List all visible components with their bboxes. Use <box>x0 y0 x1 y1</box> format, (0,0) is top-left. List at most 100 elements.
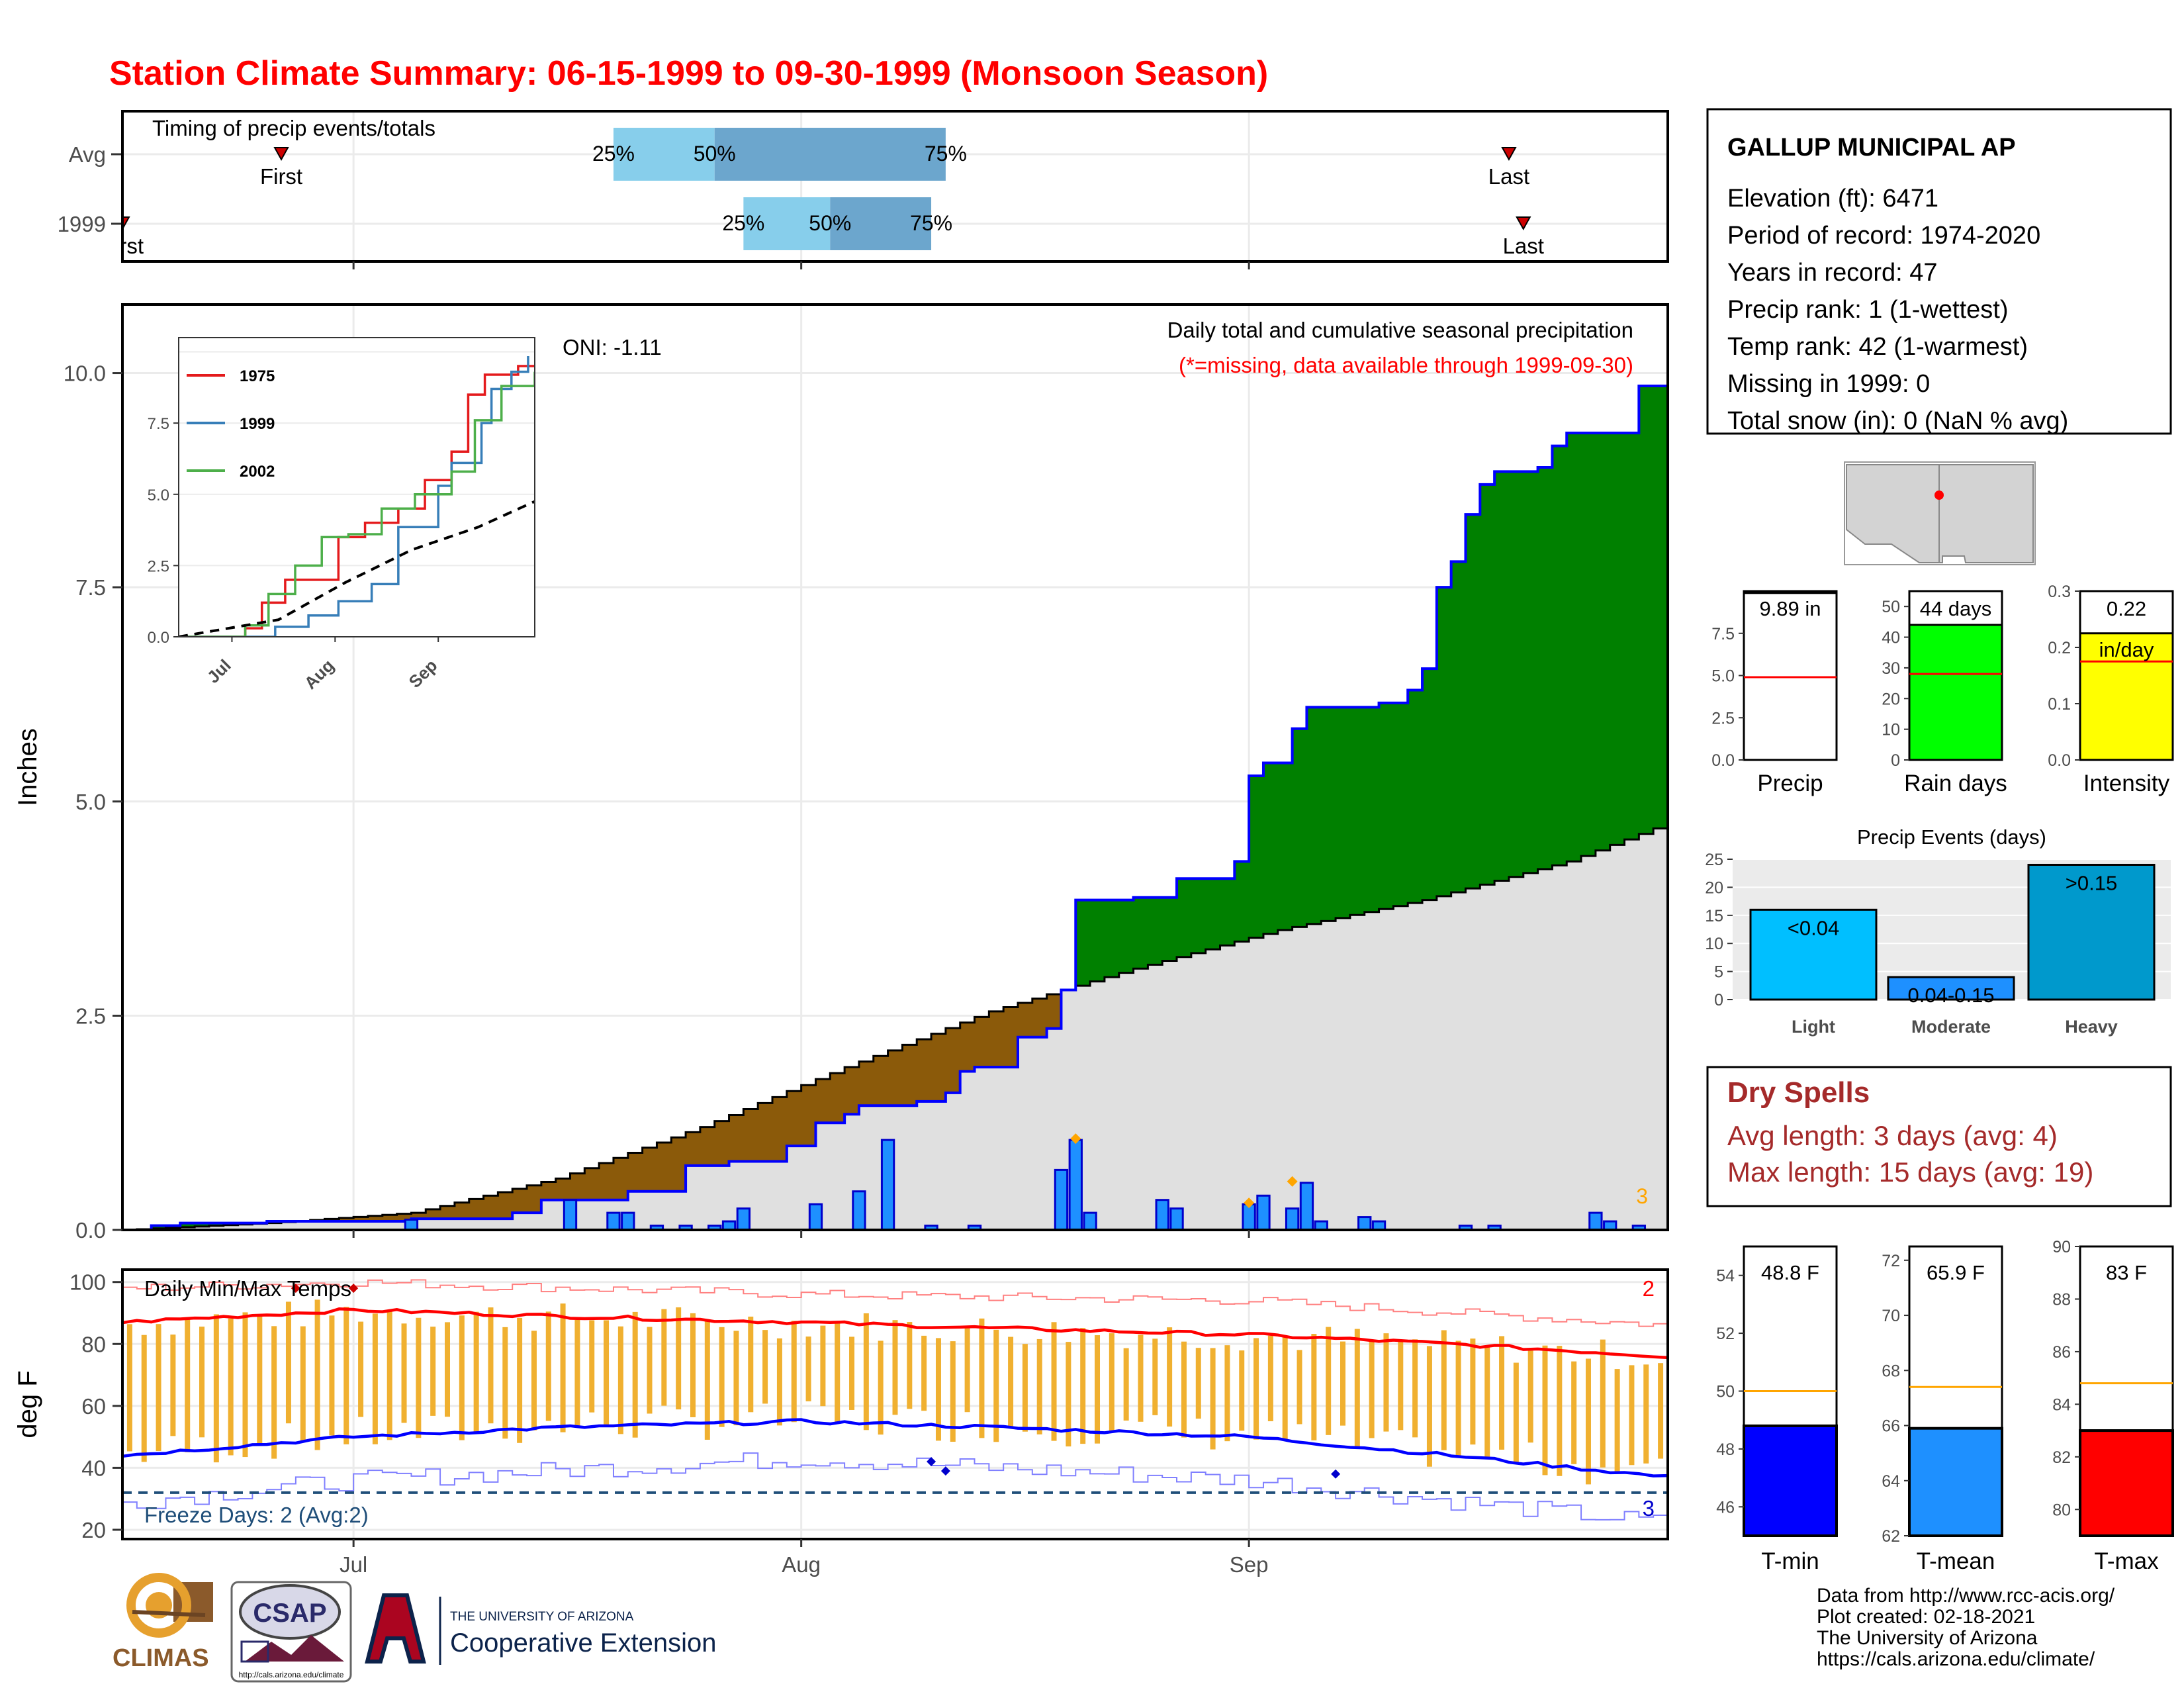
quartile-label-50: 50% <box>694 142 736 165</box>
station-period: Period of record: 1974-2020 <box>1727 222 2040 250</box>
daily-precip-bar <box>852 1190 866 1231</box>
events-category-label: Heavy <box>2065 1017 2118 1037</box>
daily-precip-bar <box>1083 1211 1097 1231</box>
daily-temp-range-bar <box>820 1325 826 1407</box>
csap-logo-text: CSAP <box>253 1599 326 1628</box>
daily-temp-range-bar <box>517 1317 523 1443</box>
station-missing: Missing in 1999: 0 <box>1727 370 1930 398</box>
events-y-tick-label: 25 <box>1705 851 1723 869</box>
daily-temp-range-bar <box>762 1330 768 1404</box>
daily-temp-range-bar <box>488 1307 494 1424</box>
summary-value-label: 9.89 in <box>1759 597 1821 620</box>
daily-temp-range-bar <box>560 1303 566 1432</box>
daily-temp-range-bar <box>141 1335 147 1462</box>
record-low-marker <box>927 1457 936 1467</box>
summary-y-tick-label: 0 <box>1891 751 1900 770</box>
temp-summary-bar-0 <box>1743 1424 1838 1537</box>
ua-logo-line1: THE UNIVERSITY OF ARIZONA <box>450 1610 634 1624</box>
temp-y-axis-title: deg F <box>13 1370 42 1438</box>
summary-y-tick-label: 20 <box>1882 690 1900 708</box>
daily-temp-range-bar <box>1571 1361 1577 1464</box>
record-high-marker <box>291 1284 300 1293</box>
daily-precip-bar <box>1299 1182 1314 1231</box>
daily-temp-range-bar <box>1239 1350 1245 1431</box>
daily-temp-range-bar <box>126 1324 132 1452</box>
daily-temp-range-bar <box>242 1312 248 1458</box>
daily-precip-bar <box>404 1218 419 1231</box>
daily-temp-range-bar <box>704 1319 710 1440</box>
temp-panel: Daily Min/Max Temps Freeze Days: 2 (Avg:2… <box>13 1268 1669 1542</box>
daily-temp-range-bar <box>1369 1341 1375 1438</box>
daily-temp-range-bar <box>1181 1341 1187 1438</box>
temp-summary-value-label: 83 F <box>2106 1261 2147 1284</box>
quartile-bar-50-75 <box>830 197 932 250</box>
csap-logo-url: http://cals.arizona.edu/climate <box>239 1670 344 1679</box>
daily-precip-bar <box>621 1211 635 1231</box>
daily-precip-bar <box>1068 1139 1083 1231</box>
inset-line-1975 <box>179 365 535 637</box>
summary-value-label: 0.22 <box>2107 597 2146 620</box>
record-high-line <box>122 1279 1668 1327</box>
summary-y-tick-label: 30 <box>1882 659 1900 678</box>
inset-y-tick-label: 0.0 <box>148 629 169 647</box>
summary-y-tick-label: 0.0 <box>1711 751 1735 770</box>
daily-temp-range-bar <box>358 1321 364 1417</box>
daily-temp-range-bar <box>647 1327 653 1414</box>
temp-summary-category-label: T-min <box>1761 1548 1819 1574</box>
events-y-tick-label: 20 <box>1705 878 1723 897</box>
average-tmin-line <box>122 1418 1668 1477</box>
events-category-label: Light <box>1792 1017 1835 1037</box>
daily-temp-range-bar <box>156 1324 161 1452</box>
daily-temp-range-bar <box>473 1311 479 1434</box>
daily-temp-range-bar <box>300 1326 306 1442</box>
daily-temp-range-bar <box>1398 1341 1404 1430</box>
summary-y-tick-label: 0.3 <box>2048 583 2071 601</box>
ua-logo: THE UNIVERSITY OF ARIZONA Cooperative Ex… <box>365 1593 716 1665</box>
daily-temp-range-bar <box>1629 1365 1635 1466</box>
cumulative-1999-line <box>122 384 1668 1231</box>
temp-summary-value-label: 48.8 F <box>1761 1261 1819 1284</box>
summary-bars: 9.89 in 0.0 2.5 5.0 7.5 Precip 44 days 0 10 20 30 4… <box>1711 583 2174 796</box>
record-high-marker <box>349 1284 359 1293</box>
daily-temp-range-bar <box>1542 1345 1548 1476</box>
daily-temp-range-bar <box>430 1327 436 1416</box>
daily-temp-range-bar <box>661 1309 667 1406</box>
station-info-box: GALLUP MUNICIPAL AP Elevation (ft): 6471… <box>1706 108 2172 435</box>
summary-bar-2 <box>2079 632 2174 761</box>
temp-y-tick-label: 40 <box>81 1456 106 1480</box>
daily-temp-range-bar <box>228 1318 234 1456</box>
daily-temp-range-bar <box>935 1338 941 1441</box>
daily-temp-range-bar <box>1658 1363 1664 1459</box>
daily-temp-range-bar <box>185 1318 191 1452</box>
temp-y-tick-label: 100 <box>69 1270 106 1295</box>
last-event-label: Last <box>1503 234 1544 258</box>
daily-temp-range-bar <box>213 1314 219 1463</box>
credit-line-1: Data from http://www.rcc-acis.org/ <box>1817 1585 2115 1607</box>
daily-temp-range-bar <box>329 1315 335 1436</box>
missing-count: 3 <box>1636 1184 1648 1208</box>
inset-legend-label: 1999 <box>240 415 275 433</box>
daily-temp-range-bar <box>257 1315 263 1444</box>
daily-temp-range-bar <box>343 1307 349 1444</box>
first-event-label: First <box>260 164 302 189</box>
daily-temp-range-bar <box>907 1322 913 1409</box>
daily-temp-range-bar <box>676 1307 682 1410</box>
daily-temp-range-bar <box>1455 1340 1461 1458</box>
daily-temp-range-bar <box>574 1319 580 1426</box>
daily-precip-bar <box>1588 1211 1603 1231</box>
temp-summary-y-tick-label: 66 <box>1882 1417 1900 1436</box>
record-low-marker <box>1331 1469 1341 1479</box>
daily-precip-bar <box>606 1211 621 1231</box>
daily-temp-range-bar <box>589 1320 595 1413</box>
summary-y-tick-label: 0.2 <box>2048 639 2071 657</box>
daily-temp-range-bar <box>892 1320 898 1415</box>
daily-temp-range-bar <box>1123 1348 1129 1421</box>
inset-legend-label: 2002 <box>240 463 275 481</box>
temp-y-tick-label: 20 <box>81 1518 106 1542</box>
daily-temp-range-bar <box>835 1322 841 1422</box>
daily-temp-range-bar <box>1412 1339 1418 1438</box>
daily-temp-range-bar <box>1643 1364 1649 1464</box>
daily-temp-range-bar <box>1282 1336 1288 1441</box>
daily-temp-range-bar <box>878 1340 884 1435</box>
